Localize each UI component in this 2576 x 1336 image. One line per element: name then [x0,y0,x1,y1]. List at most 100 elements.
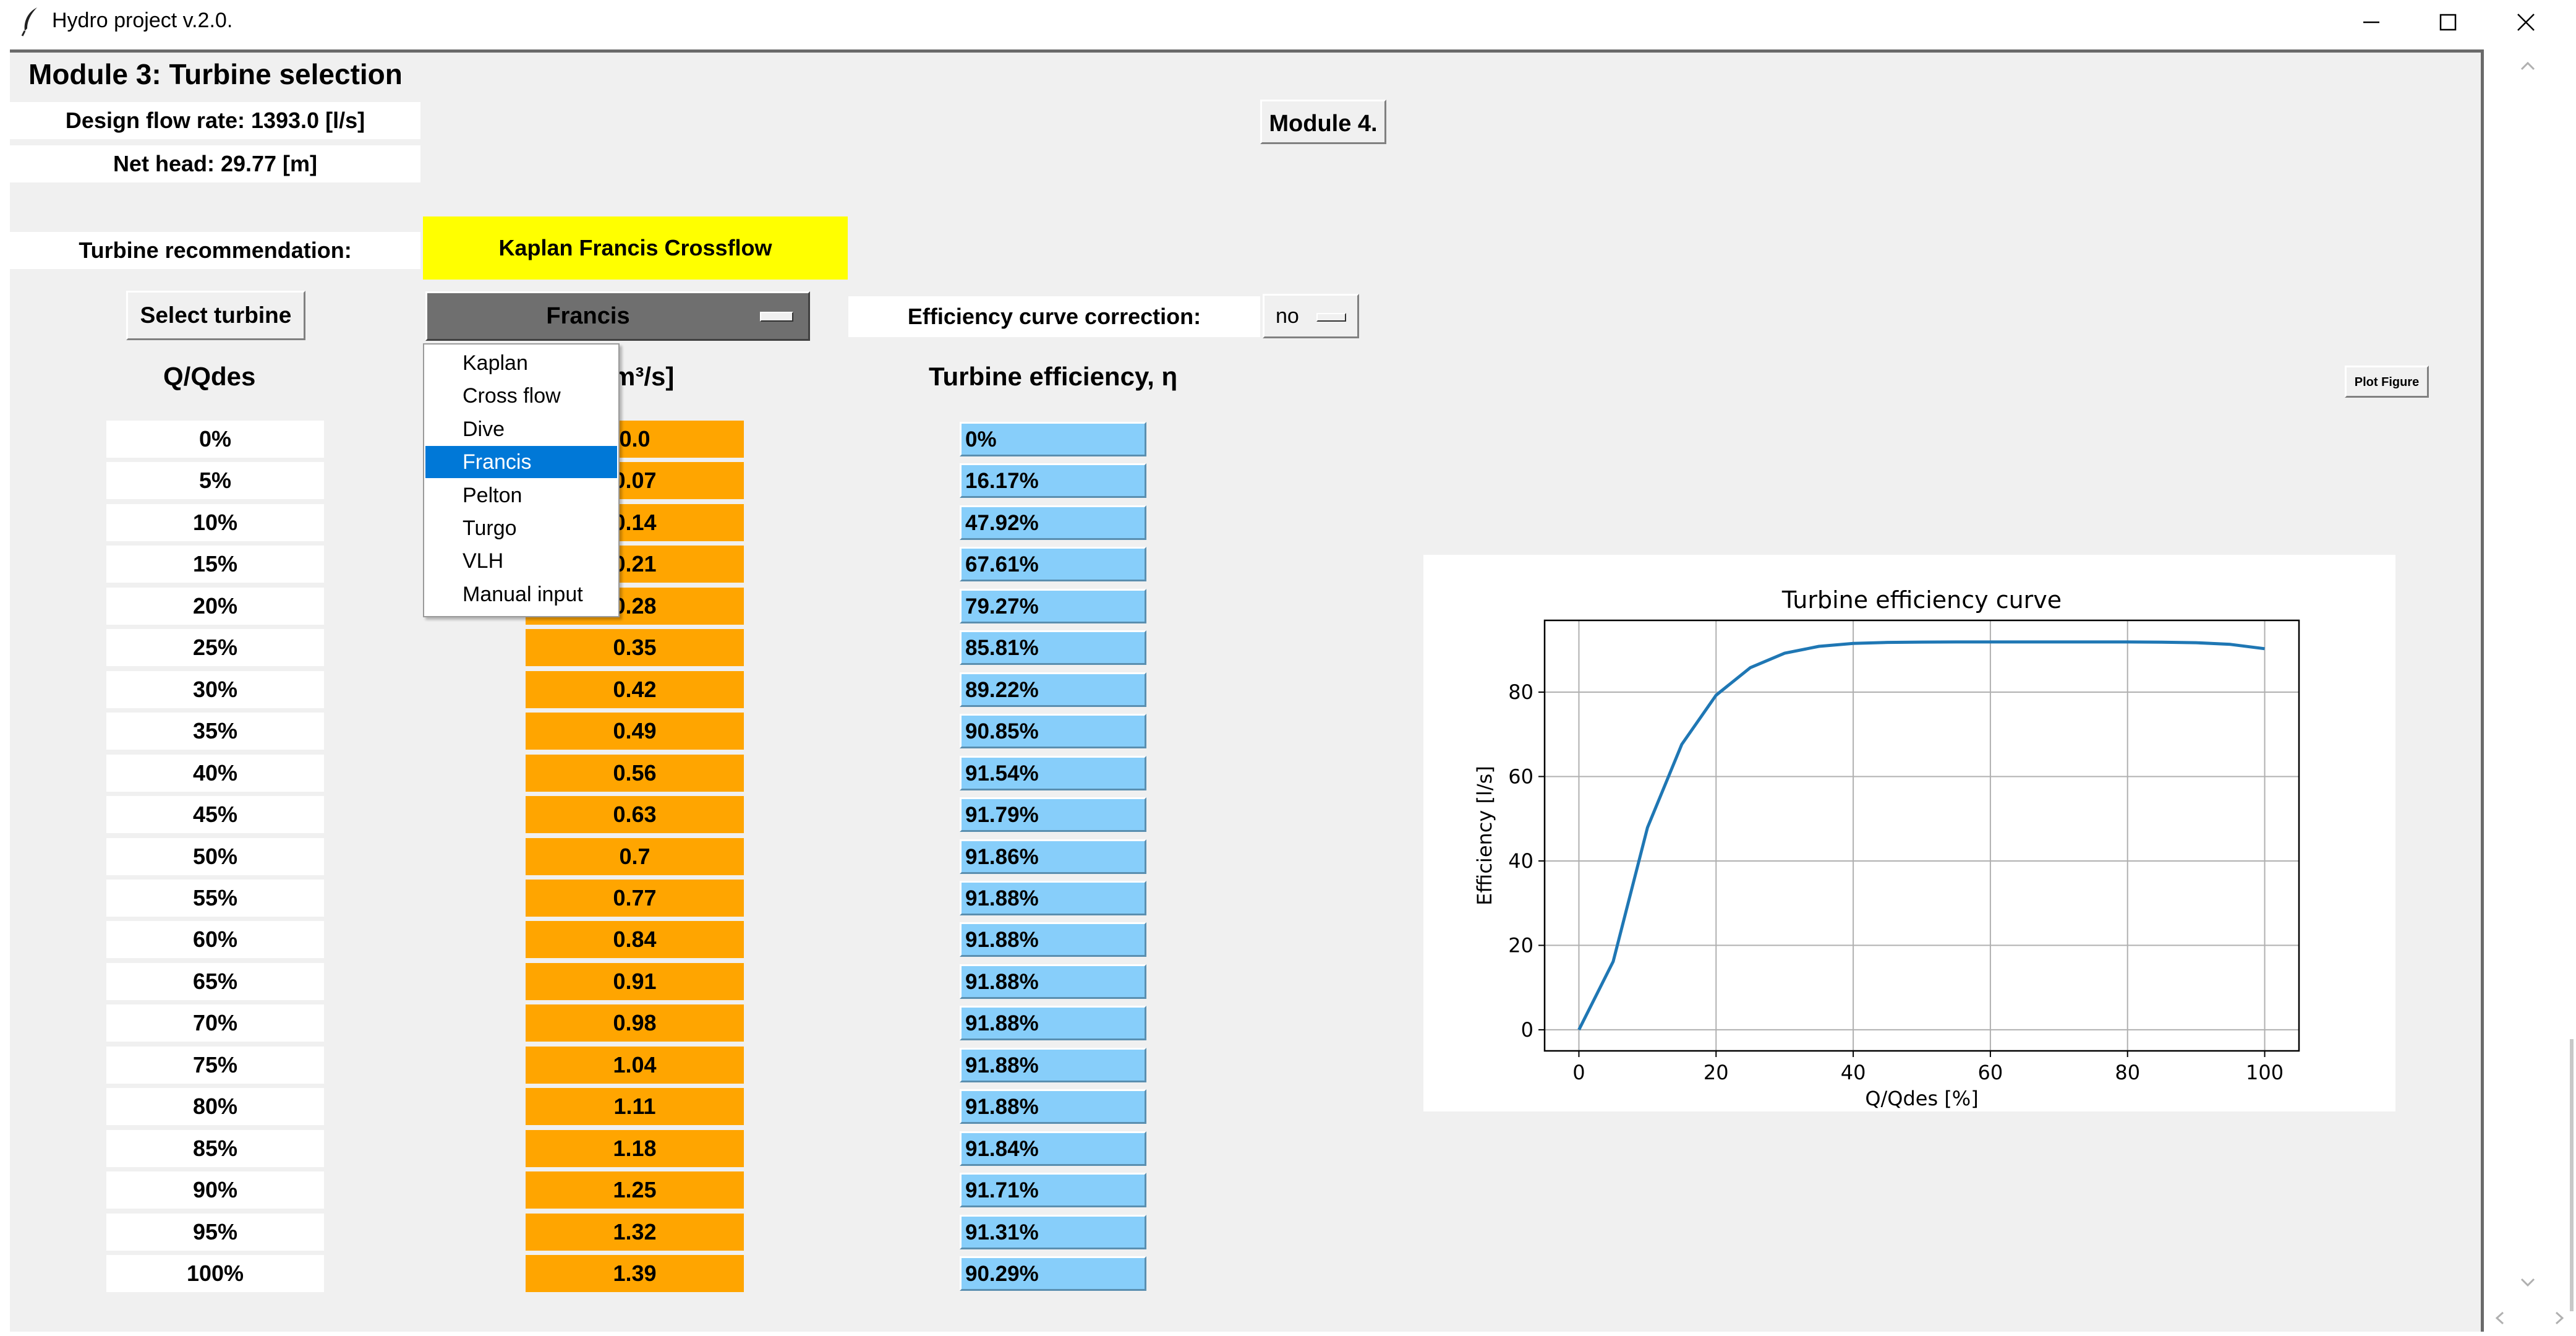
efficiency-correction-dropdown[interactable]: no [1263,294,1359,338]
flow-cell: 0.84 [526,921,744,958]
x-tick-label: 100 [2246,1061,2284,1084]
dropdown-indicator-icon [760,312,793,322]
efficiency-cell[interactable]: 67.61% [960,547,1146,581]
y-tick-label: 20 [1508,933,1533,957]
x-tick-label: 40 [1841,1061,1866,1084]
dropdown-indicator-icon [1316,313,1346,322]
efficiency-cell[interactable]: 89.22% [960,672,1146,707]
efficiency-cell[interactable]: 79.27% [960,589,1146,623]
select-turbine-button[interactable]: Select turbine [126,291,305,340]
scroll-down-icon[interactable] [2515,1273,2540,1291]
efficiency-cell[interactable]: 91.88% [960,1048,1146,1082]
efficiency-cell[interactable]: 91.54% [960,756,1146,790]
efficiency-cell[interactable]: 90.29% [960,1256,1146,1291]
turbine-dropdown-menu: Kaplan Cross flow Dive Francis Pelton Turgo VL… [423,343,620,617]
efficiency-cell[interactable]: 91.88% [960,1089,1146,1124]
flow-cell: 1.18 [526,1130,744,1167]
q-qdes-cell: 20% [106,588,324,625]
maximize-icon[interactable] [2415,4,2483,41]
efficiency-cell[interactable]: 91.79% [960,797,1146,832]
chart-svg: 0 20 40 60 80 100 0 20 40 60 80 Turbine efficiency … [1473,586,2300,1110]
efficiency-cell[interactable]: 91.88% [960,1006,1146,1040]
flow-cell: 1.25 [526,1171,744,1209]
vertical-scrollbar[interactable] [2486,49,2576,1329]
q-qdes-cell: 5% [106,462,324,499]
title-bar: Hydro project v.2.0. [0,0,2576,45]
scroll-thumb[interactable] [2570,1039,2574,1311]
y-tick-label: 60 [1508,764,1533,788]
chart-title: Turbine efficiency curve [1781,586,2062,614]
flow-cell: 0.98 [526,1004,744,1042]
turbine-recommendation-label: Turbine recommendation: [10,232,420,269]
q-qdes-cell: 45% [106,796,324,833]
efficiency-cell[interactable]: 91.84% [960,1131,1146,1166]
efficiency-cell[interactable]: 91.86% [960,839,1146,874]
efficiency-cell[interactable]: 91.88% [960,922,1146,957]
minimize-icon[interactable] [2337,4,2405,41]
x-tick-label: 80 [2115,1061,2140,1084]
q-qdes-cell: 100% [106,1255,324,1292]
module-panel: Module 3: Turbine selection Design flow … [10,49,2484,1332]
flow-cell: 1.39 [526,1255,744,1292]
efficiency-cell[interactable]: 47.92% [960,505,1146,540]
dropdown-item-vlh[interactable]: VLH [463,549,504,573]
q-qdes-cell: 60% [106,921,324,958]
column-header-q-qdes: Q/Qdes [163,362,256,391]
flow-cell: 0.77 [526,880,744,917]
q-qdes-cell: 55% [106,880,324,917]
y-tick-label: 80 [1508,680,1533,704]
plot-figure-button[interactable]: Plot Figure [2345,366,2429,398]
flow-cell: 0.7 [526,838,744,875]
x-tick-label: 0 [1572,1061,1585,1084]
flow-cell: 1.04 [526,1047,744,1084]
y-tick-label: 0 [1521,1018,1533,1042]
net-head-label: Net head: 29.77 [m] [10,145,420,182]
flow-cell: 0.49 [526,713,744,750]
q-qdes-cell: 85% [106,1130,324,1167]
q-qdes-cell: 10% [106,504,324,541]
q-qdes-cell: 95% [106,1214,324,1251]
efficiency-cell[interactable]: 91.31% [960,1215,1146,1249]
efficiency-cell[interactable]: 85.81% [960,630,1146,665]
dropdown-item-cross-flow[interactable]: Cross flow [463,384,561,408]
flow-cell: 0.35 [526,629,744,666]
efficiency-cell[interactable]: 0% [960,422,1146,456]
flow-cell: 0.56 [526,755,744,792]
feather-icon [21,7,37,36]
efficiency-cell[interactable]: 91.88% [960,964,1146,999]
efficiency-cell[interactable]: 16.17% [960,463,1146,498]
flow-cell: 0.42 [526,671,744,708]
efficiency-cell[interactable]: 90.85% [960,714,1146,748]
q-qdes-cell: 50% [106,838,324,875]
efficiency-series-line [1577,640,2265,1031]
scroll-up-icon[interactable] [2515,57,2540,75]
q-qdes-cell: 25% [106,629,324,666]
horizontal-scrollbar[interactable] [2486,1305,2576,1330]
turbine-dropdown[interactable]: Francis [425,291,810,341]
dropdown-item-turgo[interactable]: Turgo [463,516,517,540]
close-icon[interactable] [2492,4,2560,41]
module-4-button[interactable]: Module 4. [1260,100,1386,144]
efficiency-chart: 0 20 40 60 80 100 0 20 40 60 80 Turbine efficiency … [1423,555,2395,1111]
dropdown-item-francis[interactable]: Francis [425,446,617,479]
efficiency-cell[interactable]: 91.71% [960,1173,1146,1207]
q-qdes-cell: 0% [106,421,324,458]
efficiency-cell[interactable]: 91.88% [960,881,1146,915]
q-qdes-cell: 90% [106,1171,324,1209]
dropdown-item-pelton[interactable]: Pelton [463,483,522,507]
x-tick-label: 60 [1978,1061,2003,1084]
q-qdes-cell: 65% [106,963,324,1000]
q-qdes-cell: 40% [106,755,324,792]
efficiency-correction-value: no [1276,304,1299,328]
y-axis-label: Efficiency [l/s] [1473,766,1496,906]
q-qdes-cell: 80% [106,1088,324,1125]
q-qdes-cell: 30% [106,671,324,708]
dropdown-item-manual-input[interactable]: Manual input [463,582,583,606]
q-qdes-cell: 70% [106,1004,324,1042]
window-title: Hydro project v.2.0. [52,9,233,32]
scroll-right-icon[interactable] [2550,1309,2569,1327]
scroll-left-icon[interactable] [2491,1309,2509,1327]
dropdown-item-kaplan[interactable]: Kaplan [463,351,528,375]
dropdown-item-dive[interactable]: Dive [463,417,505,441]
q-qdes-cell: 75% [106,1047,324,1084]
